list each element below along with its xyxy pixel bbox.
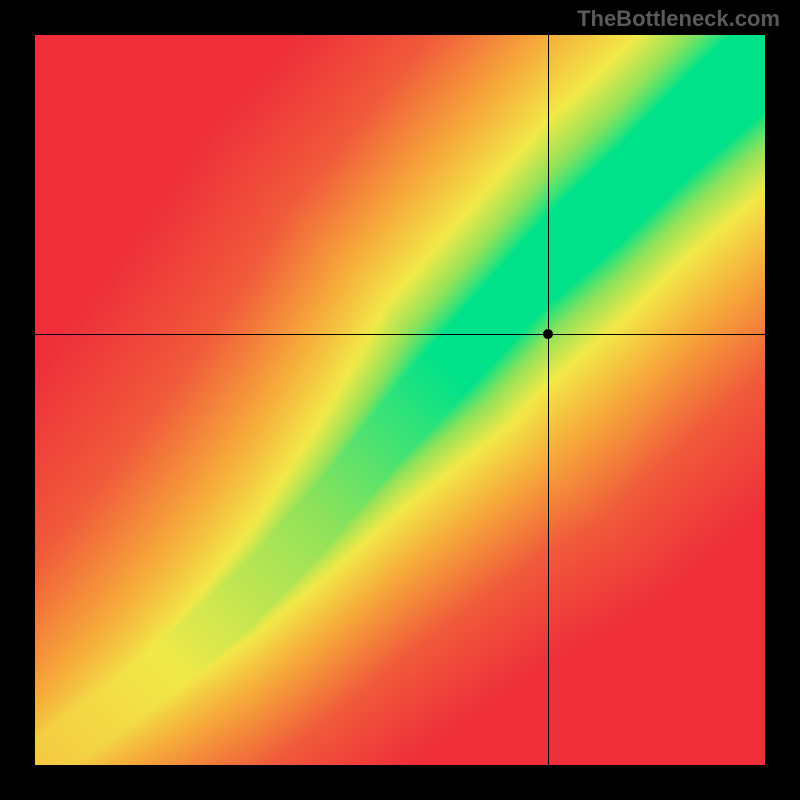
bottleneck-heatmap [35,35,765,765]
crosshair-horizontal [35,334,765,335]
heatmap-canvas [35,35,765,765]
crosshair-marker[interactable] [543,329,553,339]
watermark-text: TheBottleneck.com [577,6,780,32]
crosshair-vertical [548,35,549,765]
